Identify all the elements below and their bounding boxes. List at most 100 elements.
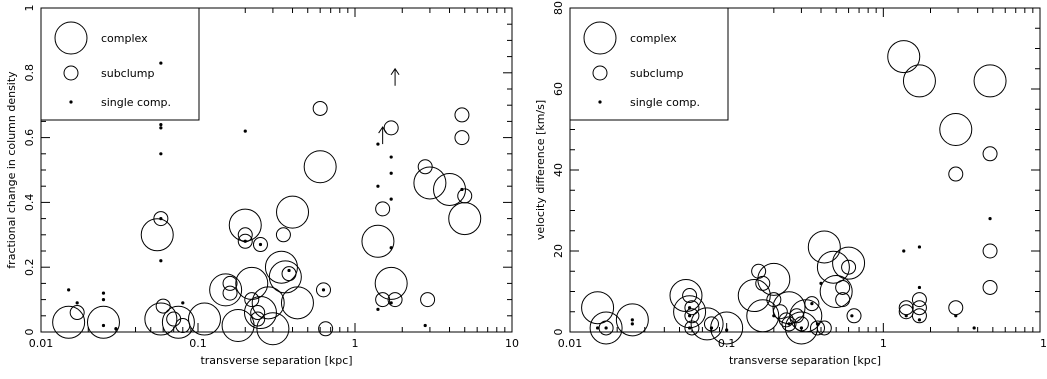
- data-point-subclump: [804, 296, 820, 312]
- x-tick-label: 0.01: [558, 337, 583, 350]
- data-point-complex: [448, 202, 482, 236]
- data-point-single: [67, 288, 71, 292]
- data-point-subclump: [684, 320, 700, 336]
- data-point-subclump: [222, 275, 238, 291]
- data-point-single: [389, 155, 393, 159]
- x-tick-label: 0.1: [189, 337, 207, 350]
- data-point-single: [376, 184, 380, 188]
- data-point-single: [159, 217, 163, 221]
- data-point-single: [101, 298, 106, 302]
- data-point-complex: [251, 286, 285, 320]
- x-tick-label: 0.01: [29, 337, 54, 350]
- data-point-subclump: [318, 321, 334, 337]
- data-point-subclump: [766, 292, 782, 308]
- data-point-complex: [280, 286, 314, 320]
- data-point-subclump: [911, 292, 927, 308]
- legend-label: subclump: [630, 67, 683, 80]
- chart-panel-2: 0.010.1110020406080transverse separation…: [534, 1, 1047, 367]
- data-point-subclump: [816, 320, 832, 336]
- data-point-complex: [816, 250, 850, 284]
- data-point-single: [604, 326, 608, 330]
- x-axis-title: transverse separation [kpc]: [200, 354, 352, 367]
- data-point-subclump: [781, 316, 797, 332]
- data-point-complex: [187, 302, 221, 336]
- data-point-single: [101, 323, 106, 328]
- data-point-complex: [243, 296, 277, 330]
- data-point-subclump: [457, 188, 473, 204]
- data-point-single: [423, 323, 427, 328]
- y-tick-label: 80: [552, 1, 565, 15]
- data-point-single: [376, 142, 380, 146]
- y-tick-label: 0: [552, 329, 565, 336]
- data-point-complex: [973, 64, 1007, 98]
- data-point-complex: [413, 166, 447, 200]
- data-point-single: [159, 123, 163, 127]
- data-point-subclump: [454, 130, 470, 146]
- data-point-subclump: [166, 311, 182, 327]
- x-tick-label: 10: [1040, 337, 1047, 350]
- legend-marker-single: [598, 100, 602, 104]
- data-point-single: [389, 301, 393, 305]
- data-point-single: [389, 246, 393, 250]
- data-point-single: [376, 307, 380, 311]
- data-point-single: [917, 245, 922, 249]
- legend-marker-single: [69, 100, 73, 104]
- data-point-single: [902, 249, 906, 253]
- data-point-subclump: [252, 237, 268, 253]
- data-point-single: [725, 328, 729, 332]
- legend-label: single comp.: [630, 96, 700, 109]
- data-point-single: [243, 129, 247, 133]
- data-point-complex: [772, 291, 806, 325]
- data-point-complex: [52, 305, 86, 339]
- data-point-subclump: [772, 304, 788, 320]
- data-point-single: [954, 314, 958, 318]
- data-point-single: [917, 318, 922, 322]
- data-point-single: [243, 239, 247, 243]
- data-point-subclump: [275, 227, 291, 243]
- data-point-subclump: [281, 266, 297, 282]
- data-point-subclump: [982, 279, 998, 295]
- data-point-subclump: [948, 300, 964, 316]
- data-point-subclump: [237, 233, 253, 249]
- legend-marker-subclump: [592, 65, 608, 81]
- data-point-single: [709, 326, 714, 330]
- legend-label: complex: [630, 32, 677, 45]
- data-point-subclump: [375, 292, 391, 308]
- legend-marker-subclump: [63, 65, 79, 81]
- data-point-subclump: [835, 292, 851, 308]
- data-point-single: [389, 171, 393, 175]
- data-point-complex: [361, 224, 395, 258]
- data-point-subclump: [375, 201, 391, 217]
- data-point-single: [181, 301, 185, 305]
- data-point-complex: [140, 218, 174, 252]
- data-point-single: [787, 322, 791, 326]
- y-tick-label: 60: [552, 82, 565, 96]
- data-point-single: [75, 301, 79, 305]
- data-point-subclump: [387, 292, 403, 308]
- legend-marker-complex: [54, 21, 88, 55]
- data-point-single: [101, 291, 106, 295]
- legend-box: [569, 7, 729, 121]
- data-point-single: [114, 327, 118, 331]
- y-axis-title: velocity difference [km/s]: [534, 100, 547, 240]
- data-point-subclump: [809, 320, 825, 336]
- data-point-complex: [757, 262, 791, 296]
- data-point-single: [904, 314, 908, 318]
- y-tick-label: 0.2: [23, 258, 36, 276]
- legend-marker-complex: [583, 21, 617, 55]
- data-point-complex: [276, 195, 310, 229]
- data-point-complex: [221, 309, 255, 343]
- data-point-single: [688, 326, 692, 330]
- data-point-subclump: [153, 211, 169, 227]
- data-point-single: [988, 217, 992, 221]
- data-point-complex: [303, 150, 337, 184]
- x-tick-label: 1: [352, 337, 359, 350]
- data-point-complex: [807, 230, 841, 264]
- data-point-single: [159, 126, 163, 130]
- data-point-subclump: [682, 288, 698, 304]
- y-tick-label: 0.4: [23, 194, 36, 212]
- data-point-subclump: [420, 292, 436, 308]
- data-point-single: [159, 152, 163, 156]
